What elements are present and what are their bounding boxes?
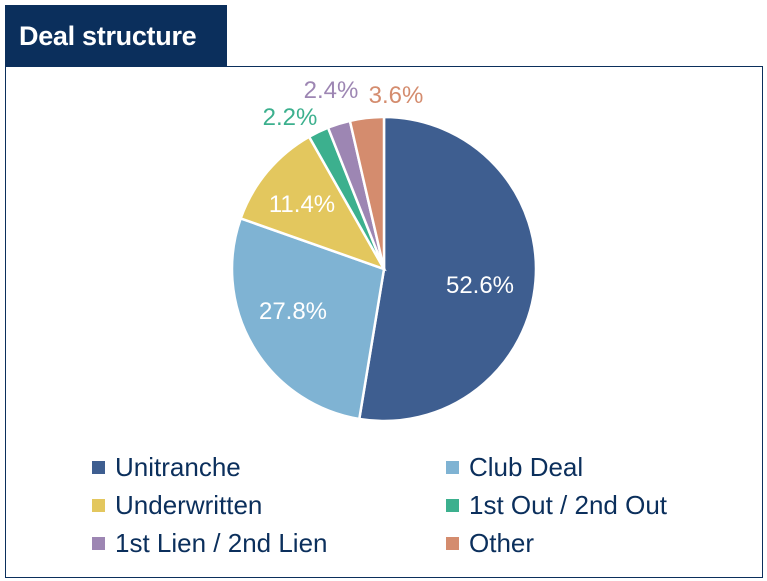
data-label-1st-out-2nd-out: 2.2%: [263, 104, 318, 131]
chart-frame: [5, 66, 763, 578]
legend-item-club-deal: Club Deal: [446, 452, 583, 483]
legend-item-underwritten: Underwritten: [92, 490, 262, 521]
pie-slice-other: [348, 115, 386, 270]
chart-title: Deal structure: [19, 21, 197, 51]
legend-swatch: [446, 461, 459, 474]
legend-swatch: [92, 461, 105, 474]
title-tab: Deal structure: [5, 5, 227, 67]
data-label-1st-lien-2nd-lien: 2.4%: [304, 77, 359, 104]
pie-slice-club-deal: [230, 216, 386, 421]
legend-label: Club Deal: [469, 452, 584, 482]
legend-label: Underwritten: [115, 490, 263, 520]
data-label-unitranche: 52.6%: [446, 272, 514, 299]
legend-swatch: [446, 537, 459, 550]
legend-label: Unitranche: [115, 452, 241, 482]
legend-swatch: [92, 537, 105, 550]
data-label-underwritten: 11.4%: [269, 191, 335, 218]
legend-item-1st-out-2nd-out: 1st Out / 2nd Out: [446, 490, 667, 521]
legend-swatch: [92, 499, 105, 512]
pie-slice-underwritten: [239, 135, 387, 272]
data-label-other: 3.6%: [369, 82, 424, 109]
legend-item-other: Other: [446, 528, 534, 559]
legend-item-1st-lien-2nd-lien: 1st Lien / 2nd Lien: [92, 528, 328, 559]
legend-label: 1st Lien / 2nd Lien: [115, 528, 328, 558]
pie-slice-unitranche: [357, 115, 538, 423]
legend-label: 1st Out / 2nd Out: [469, 490, 667, 520]
data-label-club-deal: 27.8%: [259, 298, 327, 325]
legend-swatch: [446, 499, 459, 512]
legend-item-unitranche: Unitranche: [92, 452, 241, 483]
legend-label: Other: [469, 528, 535, 558]
